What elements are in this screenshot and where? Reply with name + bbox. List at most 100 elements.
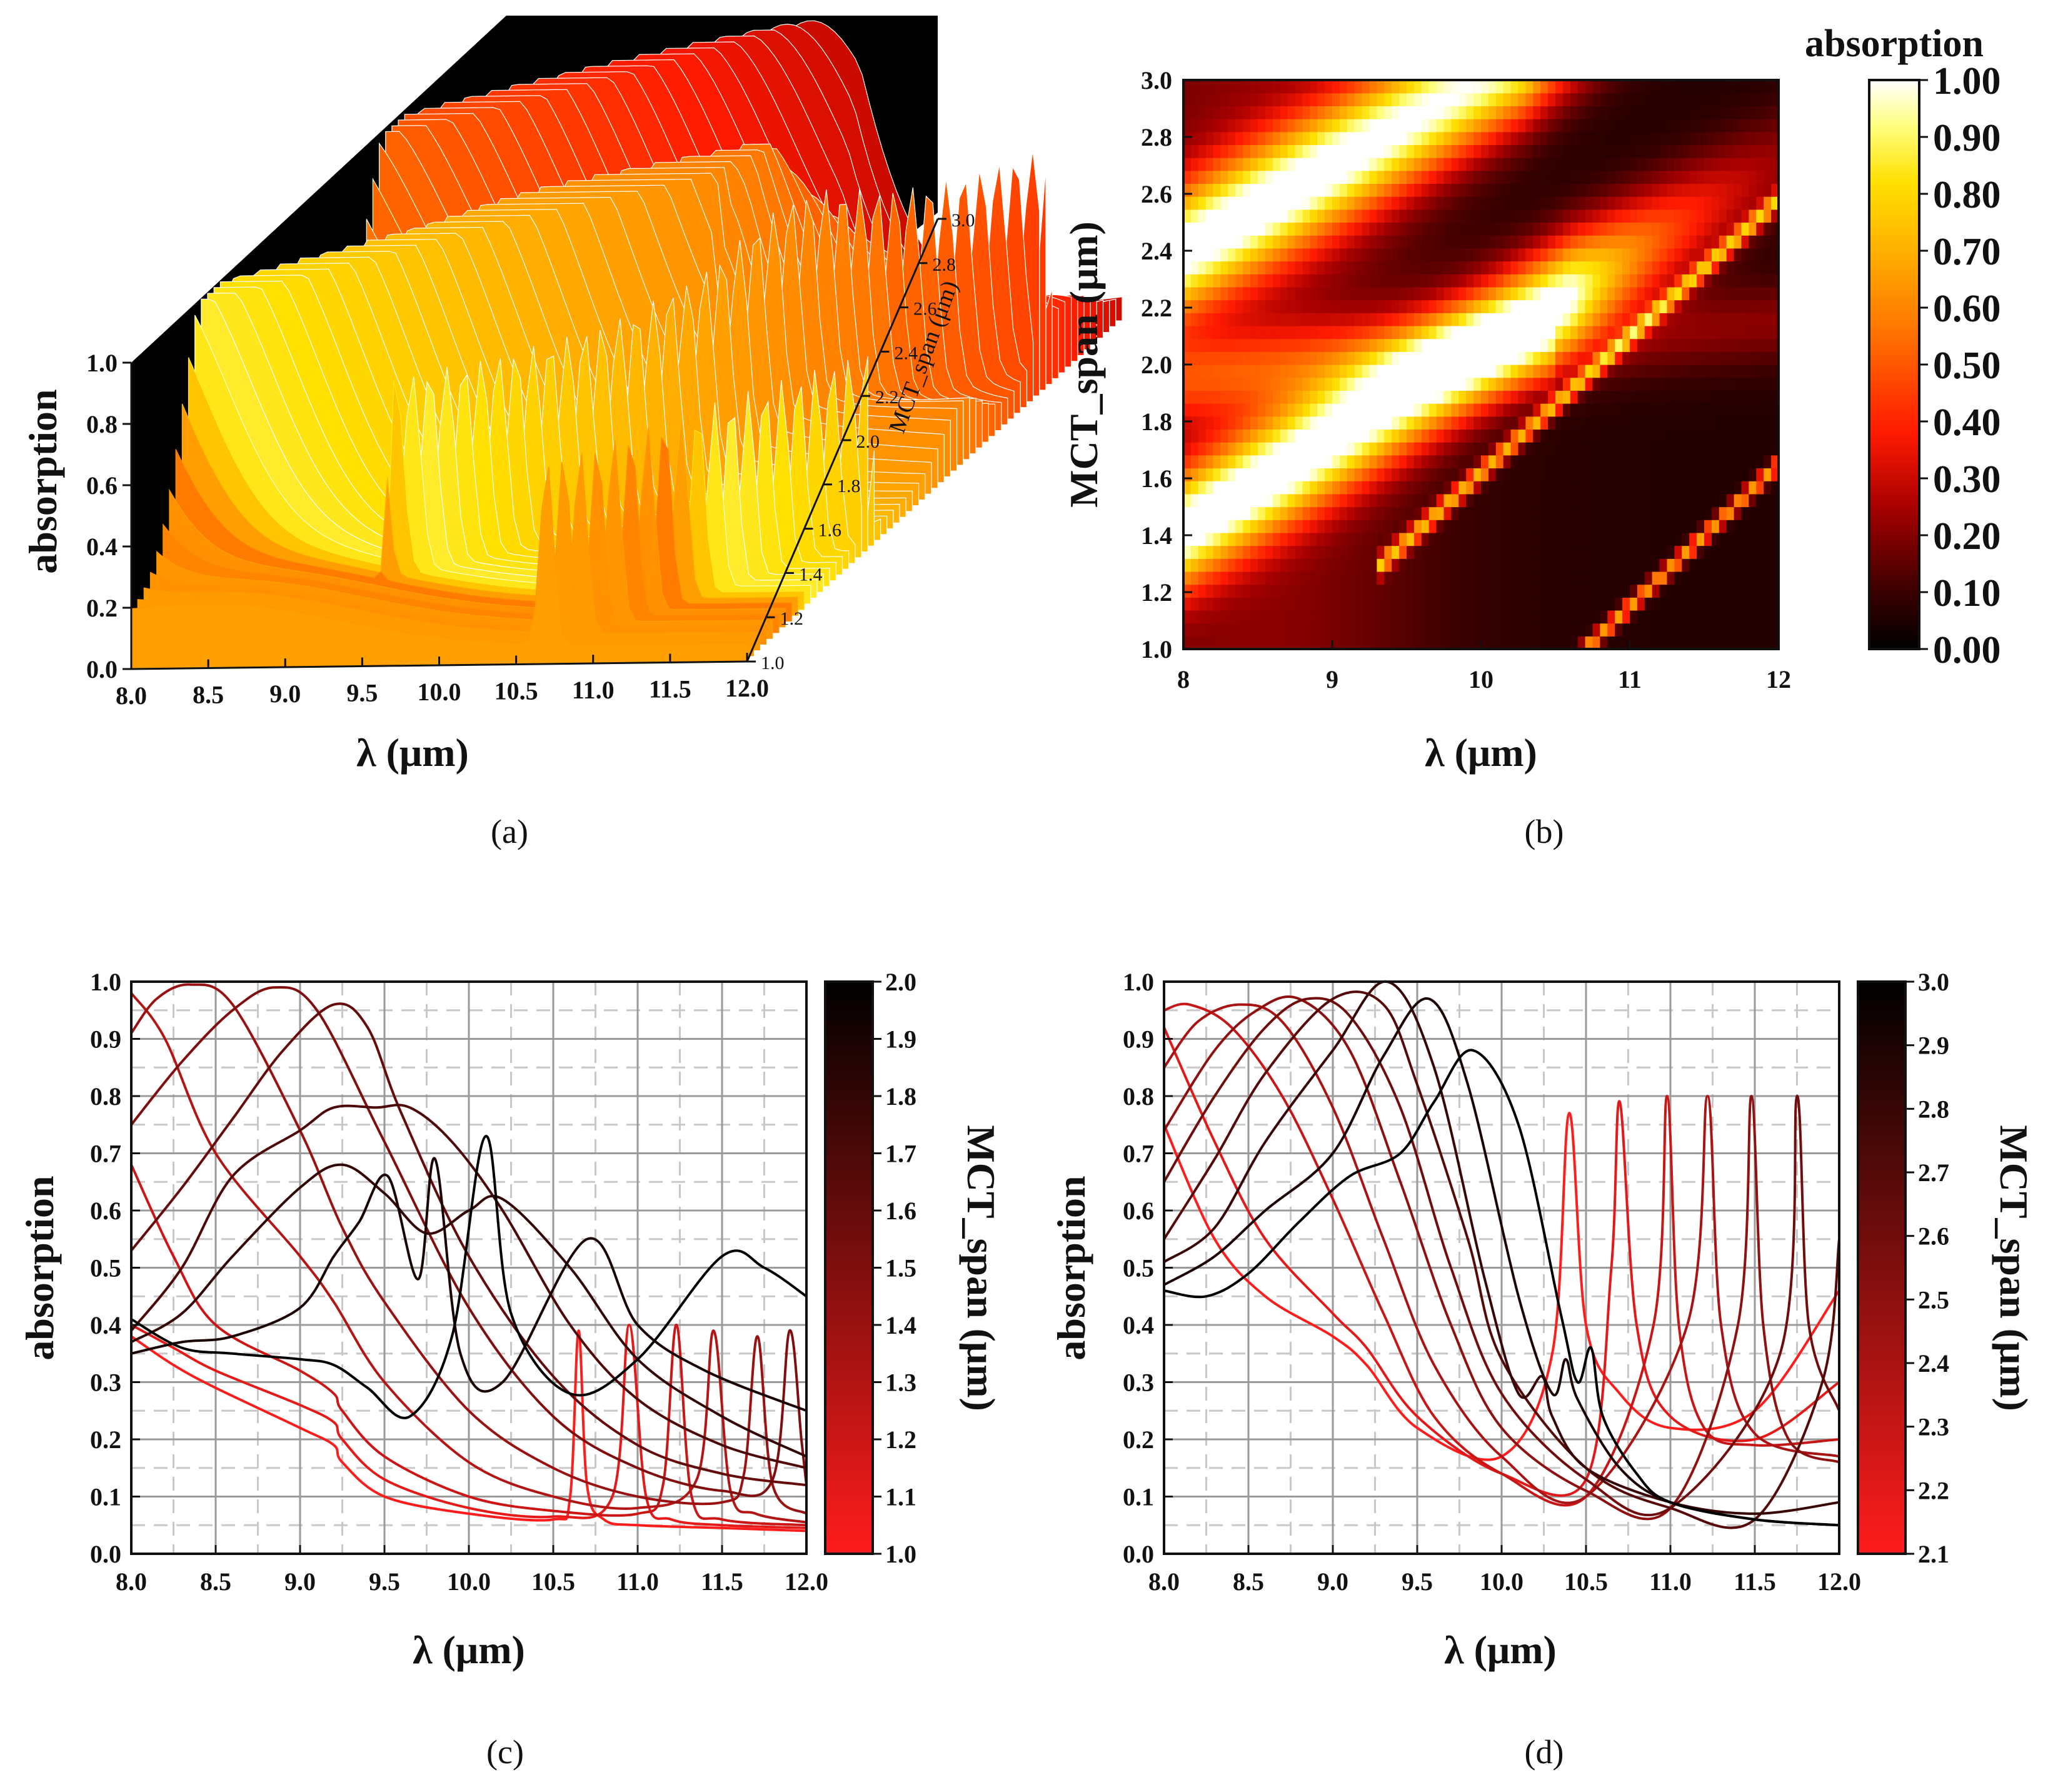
heatmap-cell bbox=[1540, 545, 1549, 559]
heatmap-cell bbox=[1600, 610, 1608, 624]
heatmap-cell bbox=[1407, 520, 1415, 533]
heatmap-cell bbox=[1518, 144, 1526, 158]
y-tick-label: 0.9 bbox=[90, 1025, 121, 1054]
colorbar-tick-label: 0.40 bbox=[1933, 401, 2001, 444]
heatmap-cell bbox=[1704, 144, 1712, 158]
heatmap-cell bbox=[1332, 377, 1340, 391]
heatmap-cell bbox=[1302, 119, 1310, 133]
heatmap-cell bbox=[1451, 636, 1459, 650]
heatmap-cell bbox=[1503, 286, 1512, 301]
heatmap-cell bbox=[1198, 170, 1207, 184]
heatmap-cell bbox=[1332, 144, 1340, 158]
heatmap-cell bbox=[1503, 532, 1512, 546]
heatmap-cell bbox=[1525, 571, 1533, 585]
heatmap-cell bbox=[1637, 338, 1645, 352]
heatmap-cell bbox=[1674, 80, 1682, 94]
heatmap-cell bbox=[1399, 481, 1407, 495]
heatmap-cell bbox=[1682, 158, 1690, 171]
heatmap-cell bbox=[1585, 196, 1594, 210]
heatmap-cell bbox=[1421, 545, 1430, 559]
colorbar-tick-label: 2.0 bbox=[885, 968, 916, 996]
heatmap-cell bbox=[1325, 222, 1333, 236]
heatmap-cell bbox=[1495, 351, 1504, 365]
heatmap-cell bbox=[1555, 636, 1564, 650]
heatmap-cell bbox=[1481, 532, 1489, 546]
x-tick-label: 10.5 bbox=[494, 677, 538, 705]
heatmap-cell bbox=[1711, 636, 1720, 650]
colorbar-d-ticks: 2.12.22.32.42.52.62.72.82.93.0 bbox=[1905, 968, 1949, 1568]
heatmap-cell bbox=[1615, 286, 1623, 301]
series-line-2.1 bbox=[1163, 1112, 1840, 1461]
heatmap-cell bbox=[1332, 131, 1340, 146]
heatmap-cell bbox=[1272, 325, 1281, 340]
heatmap-cell bbox=[1615, 158, 1623, 171]
heatmap-cell bbox=[1354, 506, 1363, 520]
heatmap-cell bbox=[1510, 80, 1519, 94]
heatmap-cell bbox=[1451, 532, 1459, 546]
heatmap-cell bbox=[1413, 506, 1422, 520]
heatmap-cell bbox=[1302, 351, 1310, 365]
heatmap-cell bbox=[1488, 325, 1497, 340]
heatmap-cell bbox=[1421, 196, 1430, 210]
heatmap-cell bbox=[1510, 506, 1519, 520]
heatmap-cell bbox=[1481, 468, 1489, 481]
heatmap-cell bbox=[1674, 300, 1682, 313]
heatmap-cell bbox=[1258, 520, 1266, 533]
heatmap-cell bbox=[1756, 235, 1764, 249]
heatmap-cell bbox=[1295, 506, 1303, 520]
heatmap-cell bbox=[1220, 131, 1228, 146]
heatmap-cell bbox=[1339, 131, 1348, 146]
heatmap-cell bbox=[1555, 222, 1564, 236]
heatmap-cell bbox=[1347, 286, 1355, 301]
heatmap-cell bbox=[1190, 261, 1199, 274]
heatmap-cell bbox=[1287, 286, 1296, 301]
series-line-3.0 bbox=[1163, 1049, 1840, 1527]
heatmap-cell bbox=[1377, 80, 1385, 94]
heatmap-cell bbox=[1667, 300, 1675, 313]
heatmap-cell bbox=[1510, 170, 1519, 184]
heatmap-cell bbox=[1205, 119, 1214, 133]
heatmap-cell bbox=[1190, 636, 1199, 650]
y-tick-label: 3.0 bbox=[1141, 66, 1172, 94]
heatmap-cell bbox=[1354, 106, 1363, 119]
heatmap-cell bbox=[1741, 158, 1749, 171]
heatmap-cell bbox=[1183, 520, 1192, 533]
heatmap-cell bbox=[1399, 377, 1407, 391]
heatmap-cell bbox=[1250, 390, 1258, 404]
heatmap-cell bbox=[1615, 455, 1623, 469]
heatmap-cell bbox=[1719, 325, 1727, 340]
heatmap-cell bbox=[1734, 558, 1742, 572]
heatmap-cell bbox=[1317, 338, 1325, 352]
heatmap-cell bbox=[1592, 131, 1600, 146]
heatmap-cell bbox=[1265, 416, 1273, 430]
heatmap-cell bbox=[1622, 558, 1630, 572]
heatmap-cell bbox=[1488, 429, 1497, 443]
heatmap-cell bbox=[1317, 313, 1325, 326]
heatmap-cell bbox=[1667, 636, 1675, 650]
heatmap-cell bbox=[1250, 545, 1258, 559]
heatmap-cell bbox=[1280, 274, 1288, 288]
heatmap-cell bbox=[1377, 429, 1385, 443]
heatmap-cell bbox=[1317, 248, 1325, 262]
heatmap-cell bbox=[1518, 455, 1526, 469]
heatmap-cell bbox=[1436, 468, 1445, 481]
heatmap-cell bbox=[1481, 93, 1489, 106]
heatmap-cell bbox=[1562, 584, 1571, 598]
heatmap-cell bbox=[1362, 365, 1370, 378]
heatmap-cell bbox=[1243, 636, 1251, 650]
heatmap-cell bbox=[1697, 274, 1705, 288]
heatmap-cell bbox=[1362, 545, 1370, 559]
heatmap-cell bbox=[1310, 506, 1318, 520]
heatmap-cell bbox=[1600, 80, 1608, 94]
heatmap-cell bbox=[1585, 106, 1594, 119]
heatmap-cell bbox=[1674, 597, 1682, 611]
heatmap-cell bbox=[1347, 325, 1355, 340]
heatmap-cell bbox=[1481, 442, 1489, 456]
heatmap-cell bbox=[1488, 235, 1497, 249]
heatmap-cell bbox=[1682, 390, 1690, 404]
heatmap-cell bbox=[1198, 248, 1207, 262]
heatmap-cell bbox=[1592, 558, 1600, 572]
heatmap-cell bbox=[1295, 558, 1303, 572]
heatmap-cell bbox=[1548, 442, 1556, 456]
heatmap-cell bbox=[1272, 584, 1281, 598]
